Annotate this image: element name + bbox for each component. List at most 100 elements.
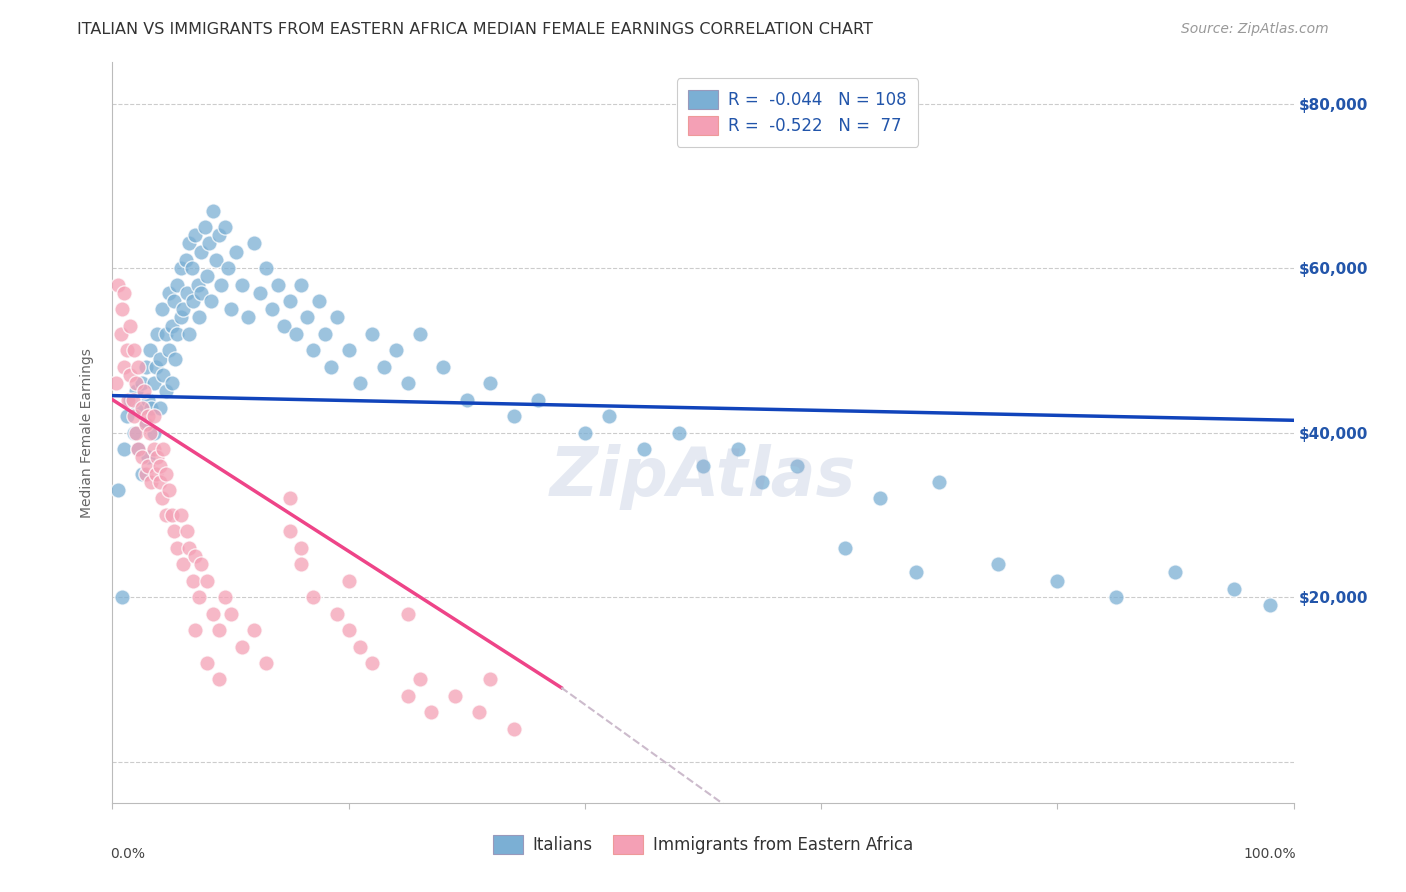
- Point: [155, 467, 177, 481]
- Point: [110, 326, 132, 341]
- Point: [136, 458, 159, 473]
- Point: [408, 326, 430, 341]
- Point: [111, 590, 134, 604]
- Point: [467, 706, 489, 720]
- Point: [145, 467, 167, 481]
- Text: ITALIAN VS IMMIGRANTS FROM EASTERN AFRICA MEDIAN FEMALE EARNINGS CORRELATION CHA: ITALIAN VS IMMIGRANTS FROM EASTERN AFRIC…: [77, 22, 873, 37]
- Point: [107, 483, 129, 498]
- Point: [115, 343, 138, 358]
- Point: [160, 508, 183, 522]
- Point: [249, 285, 271, 300]
- Point: [112, 442, 135, 456]
- Point: [112, 359, 135, 374]
- Point: [308, 293, 330, 308]
- Point: [172, 302, 194, 317]
- Text: ZipAtlas: ZipAtlas: [550, 444, 856, 510]
- Point: [107, 277, 129, 292]
- Point: [166, 541, 188, 555]
- Point: [326, 607, 349, 621]
- Point: [112, 285, 135, 300]
- Point: [361, 326, 384, 341]
- Point: [214, 590, 236, 604]
- Point: [174, 252, 197, 267]
- Point: [349, 640, 371, 654]
- Point: [131, 450, 153, 465]
- Point: [166, 326, 188, 341]
- Point: [456, 392, 478, 407]
- Point: [194, 219, 217, 234]
- Point: [209, 277, 232, 292]
- Point: [155, 326, 177, 341]
- Point: [165, 351, 187, 366]
- Point: [208, 228, 231, 243]
- Point: [444, 689, 467, 703]
- Point: [135, 467, 157, 481]
- Point: [170, 261, 193, 276]
- Point: [170, 508, 193, 522]
- Point: [751, 475, 773, 489]
- Point: [373, 359, 395, 374]
- Point: [574, 425, 596, 440]
- Point: [122, 343, 145, 358]
- Point: [208, 673, 231, 687]
- Point: [231, 277, 253, 292]
- Point: [284, 326, 307, 341]
- Point: [396, 607, 419, 621]
- Point: [160, 318, 183, 333]
- Point: [385, 343, 408, 358]
- Point: [125, 425, 148, 440]
- Point: [869, 491, 891, 506]
- Point: [176, 285, 198, 300]
- Point: [146, 326, 169, 341]
- Point: [131, 376, 153, 391]
- Point: [142, 425, 165, 440]
- Point: [117, 392, 139, 407]
- Point: [184, 549, 207, 563]
- Point: [1258, 599, 1281, 613]
- Legend: Italians, Immigrants from Eastern Africa: Italians, Immigrants from Eastern Africa: [486, 829, 920, 861]
- Point: [152, 368, 174, 382]
- Point: [149, 401, 172, 415]
- Point: [166, 277, 188, 292]
- Point: [150, 491, 173, 506]
- Point: [1046, 574, 1069, 588]
- Point: [172, 558, 194, 572]
- Point: [195, 656, 218, 670]
- Point: [190, 285, 212, 300]
- Point: [201, 607, 224, 621]
- Point: [127, 401, 149, 415]
- Point: [349, 376, 371, 391]
- Point: [1105, 590, 1128, 604]
- Point: [633, 442, 655, 456]
- Point: [432, 359, 454, 374]
- Point: [176, 524, 198, 539]
- Point: [163, 293, 186, 308]
- Point: [179, 236, 201, 251]
- Point: [157, 343, 180, 358]
- Point: [131, 401, 153, 415]
- Point: [326, 310, 349, 325]
- Point: [208, 623, 231, 637]
- Point: [479, 376, 502, 391]
- Point: [267, 277, 290, 292]
- Point: [420, 706, 443, 720]
- Point: [184, 623, 207, 637]
- Point: [1223, 582, 1246, 596]
- Point: [120, 368, 142, 382]
- Point: [214, 219, 236, 234]
- Point: [243, 623, 266, 637]
- Point: [904, 566, 927, 580]
- Point: [254, 261, 277, 276]
- Point: [290, 558, 312, 572]
- Point: [290, 541, 312, 555]
- Point: [139, 425, 162, 440]
- Point: [200, 293, 222, 308]
- Point: [125, 376, 148, 391]
- Point: [150, 302, 173, 317]
- Point: [219, 607, 242, 621]
- Point: [727, 442, 749, 456]
- Point: [786, 458, 808, 473]
- Point: [127, 442, 149, 456]
- Point: [503, 409, 526, 424]
- Point: [149, 475, 172, 489]
